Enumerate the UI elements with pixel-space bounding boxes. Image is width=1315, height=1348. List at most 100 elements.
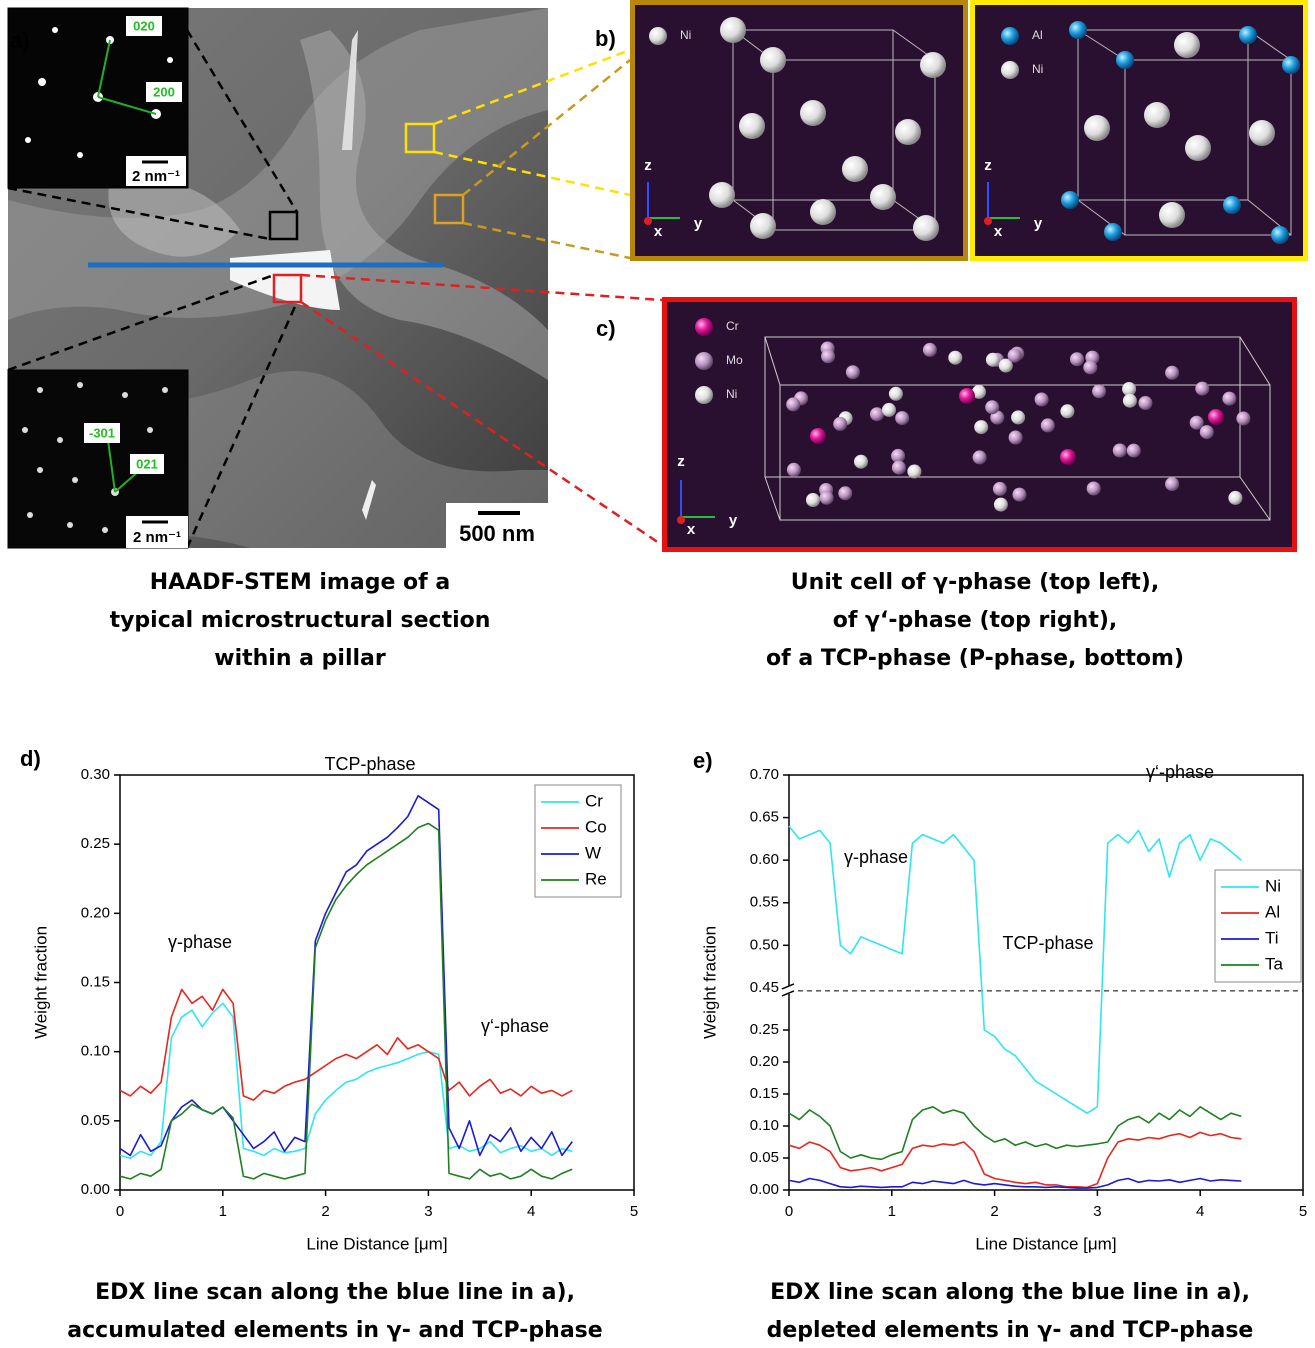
atom — [1069, 21, 1087, 39]
atom — [1060, 449, 1076, 465]
atom — [720, 17, 746, 43]
series-line — [120, 796, 572, 1156]
atom — [1239, 26, 1257, 44]
axis-label: x — [654, 223, 663, 240]
legend-label: Ni — [680, 28, 691, 42]
atom — [1084, 115, 1110, 141]
atom — [895, 411, 909, 425]
atom — [870, 184, 896, 210]
atom — [810, 428, 826, 444]
atom — [985, 400, 999, 414]
caption: of a TCP-phase (P-phase, bottom) — [766, 646, 1184, 671]
atom — [842, 156, 868, 182]
annotation: γ‘-phase — [481, 1016, 549, 1036]
atom — [1127, 444, 1141, 458]
atom — [1208, 409, 1224, 425]
caption: accumulated elements in γ- and TCP-phase — [67, 1318, 602, 1343]
caption: HAADF-STEM image of a — [150, 570, 450, 595]
atom — [913, 215, 939, 241]
atom — [1041, 418, 1055, 432]
atom — [973, 450, 987, 464]
atom — [1092, 384, 1106, 398]
atom — [1009, 431, 1023, 445]
stem-image: 020 200 2 nm⁻¹ -301 021 2 nm⁻¹ 500 nm — [8, 8, 662, 548]
scale-label: 2 nm⁻¹ — [132, 168, 180, 185]
page: {"panel_labels":{"a":"a)","b":"b)","c":"… — [0, 0, 1315, 1348]
atom — [1008, 349, 1022, 363]
unit-cell-gamma-prime: Al Ni z y x — [973, 3, 1306, 259]
x-tick-label: 2 — [990, 1203, 998, 1220]
legend-label: Ni — [1265, 876, 1281, 895]
atom — [1011, 410, 1025, 424]
y-tick-label: 0.45 — [750, 979, 779, 996]
annotation: γ‘-phase — [1146, 762, 1214, 782]
x-tick-label: 0 — [116, 1203, 124, 1220]
atom — [1035, 393, 1049, 407]
panel-label: c) — [596, 316, 616, 341]
atom — [959, 388, 975, 404]
x-tick-label: 4 — [1196, 1203, 1204, 1220]
figure: 020 200 2 nm⁻¹ -301 021 2 nm⁻¹ 500 nm Ni… — [0, 0, 1315, 1348]
y-tick-label: 0.10 — [750, 1117, 779, 1134]
atom — [787, 463, 801, 477]
atom — [895, 119, 921, 145]
atom — [1104, 223, 1122, 241]
atom — [854, 455, 868, 469]
atom — [1144, 102, 1170, 128]
panel-label: e) — [693, 748, 713, 773]
atom — [806, 493, 820, 507]
scale-label: 2 nm⁻¹ — [133, 529, 181, 546]
caption: EDX line scan along the blue line in a), — [95, 1280, 575, 1305]
x-axis-title: Line Distance [μm] — [306, 1234, 447, 1253]
legend-label: W — [585, 843, 601, 862]
legend-label: Al — [1032, 28, 1043, 42]
atom — [760, 47, 786, 73]
caption: within a pillar — [214, 646, 386, 671]
series-line — [789, 1132, 1241, 1187]
atom — [1174, 32, 1200, 58]
x-tick-label: 3 — [1093, 1203, 1101, 1220]
spot-label: 021 — [136, 456, 158, 471]
y-tick-label: 0.25 — [750, 1021, 779, 1038]
y-tick-label: 0.05 — [750, 1149, 779, 1166]
atom — [1165, 366, 1179, 380]
atom — [1083, 360, 1097, 374]
atom — [974, 420, 988, 434]
atom — [1249, 120, 1275, 146]
atom — [948, 351, 962, 365]
atom — [993, 482, 1007, 496]
axis-label: y — [694, 215, 703, 232]
x-tick-label: 4 — [527, 1203, 535, 1220]
axis-label: x — [687, 521, 696, 538]
atom — [1165, 477, 1179, 491]
panel-label: d) — [20, 746, 41, 771]
atom — [833, 417, 847, 431]
atom — [1159, 202, 1185, 228]
legend-label: Re — [585, 869, 607, 888]
scale-bar-label: 500 nm — [459, 521, 535, 546]
atom — [1195, 382, 1209, 396]
atom — [1060, 404, 1074, 418]
atom — [846, 365, 860, 379]
spot-label: -301 — [89, 425, 115, 440]
y-tick-label: 0.30 — [81, 766, 110, 783]
atom — [1123, 394, 1137, 408]
panel-label: b) — [595, 26, 616, 51]
atom — [1061, 191, 1079, 209]
y-tick-label: 0.25 — [81, 835, 110, 852]
y-tick-label: 0.65 — [750, 809, 779, 826]
atom — [870, 407, 884, 421]
caption: EDX line scan along the blue line in a), — [770, 1280, 1250, 1305]
atom — [994, 498, 1008, 512]
x-tick-label: 1 — [888, 1203, 896, 1220]
series-line — [120, 823, 572, 1179]
atom — [820, 491, 834, 505]
legend-label: Ni — [1032, 62, 1043, 76]
axis-label: x — [994, 223, 1003, 240]
caption: Unit cell of γ-phase (top left), — [791, 570, 1159, 595]
legend-label: Ti — [1265, 928, 1279, 947]
atom — [1200, 425, 1214, 439]
y-tick-label: 0.00 — [750, 1181, 779, 1198]
atom — [923, 343, 937, 357]
y-tick-label: 0.00 — [81, 1181, 110, 1198]
